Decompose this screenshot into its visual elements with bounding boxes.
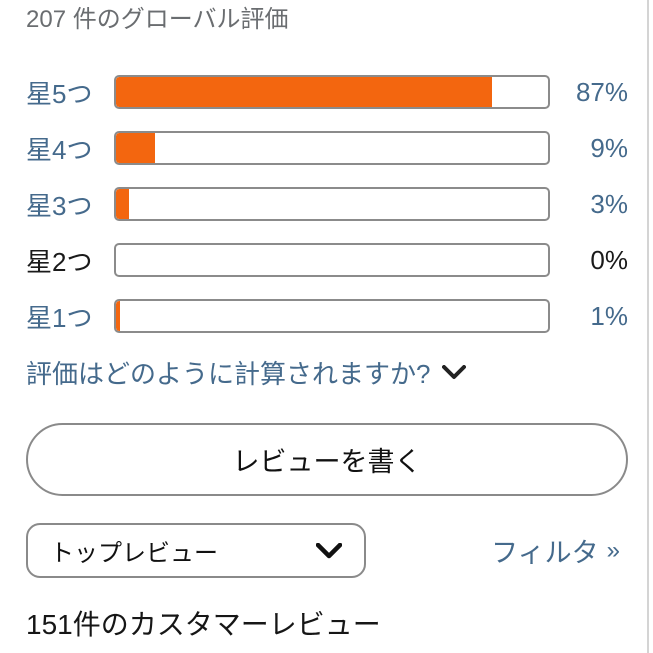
rating-row-label: 星3つ [26, 190, 93, 221]
rating-row-percent: 1% [590, 300, 628, 331]
rating-row-percent: 3% [590, 188, 628, 219]
rating-row-label: 星2つ [26, 246, 93, 277]
chevron-down-icon [442, 364, 467, 380]
rating-row-label: 星5つ [26, 78, 93, 109]
rating-row-percent: 9% [590, 132, 628, 163]
rating-row-label: 星1つ [26, 302, 93, 333]
rating-row[interactable]: 星3つ 3% [26, 187, 628, 221]
rating-bar-fill [116, 133, 155, 163]
rating-bar [114, 299, 550, 333]
customer-reviews-heading: 151件のカスタマーレビュー [26, 609, 381, 640]
sort-reviews-selected-value: トップレビュー [50, 540, 218, 567]
filter-link[interactable]: フィルタ » [491, 531, 620, 570]
rating-bar [114, 187, 550, 221]
how-ratings-calculated-link[interactable]: 評価はどのように計算されますか? [26, 355, 628, 389]
sort-reviews-dropdown[interactable]: トップレビュー [26, 523, 366, 578]
chevron-down-icon [316, 542, 342, 559]
content-right-edge-divider [647, 0, 649, 653]
how-ratings-calculated-text: 評価はどのように計算されますか? [26, 358, 431, 389]
rating-row-percent: 0% [590, 244, 628, 275]
double-angle-right-icon: » [606, 536, 620, 564]
rating-row[interactable]: 星1つ 1% [26, 299, 628, 333]
rating-bar [114, 131, 550, 165]
rating-row[interactable]: 星5つ 87% [26, 75, 628, 109]
rating-bar [114, 75, 550, 109]
rating-bar [114, 243, 550, 277]
rating-bar-fill [116, 189, 129, 219]
write-review-button[interactable]: レビューを書く [26, 423, 628, 496]
rating-row-percent: 87% [575, 76, 628, 107]
rating-row: 星2つ 0% [26, 243, 628, 277]
rating-bar-fill [116, 301, 121, 331]
rating-histogram: 星5つ 87% 星4つ 9% 星3つ 3% 星2つ 0 [26, 75, 628, 333]
rating-row[interactable]: 星4つ 9% [26, 131, 628, 165]
rating-row-label: 星4つ [26, 134, 93, 165]
filter-link-label: フィルタ [491, 538, 599, 568]
review-controls: トップレビュー フィルタ » [26, 523, 628, 578]
global-ratings-title: 207 件のグローバル評価 [26, 6, 289, 33]
rating-bar-fill [116, 77, 492, 107]
